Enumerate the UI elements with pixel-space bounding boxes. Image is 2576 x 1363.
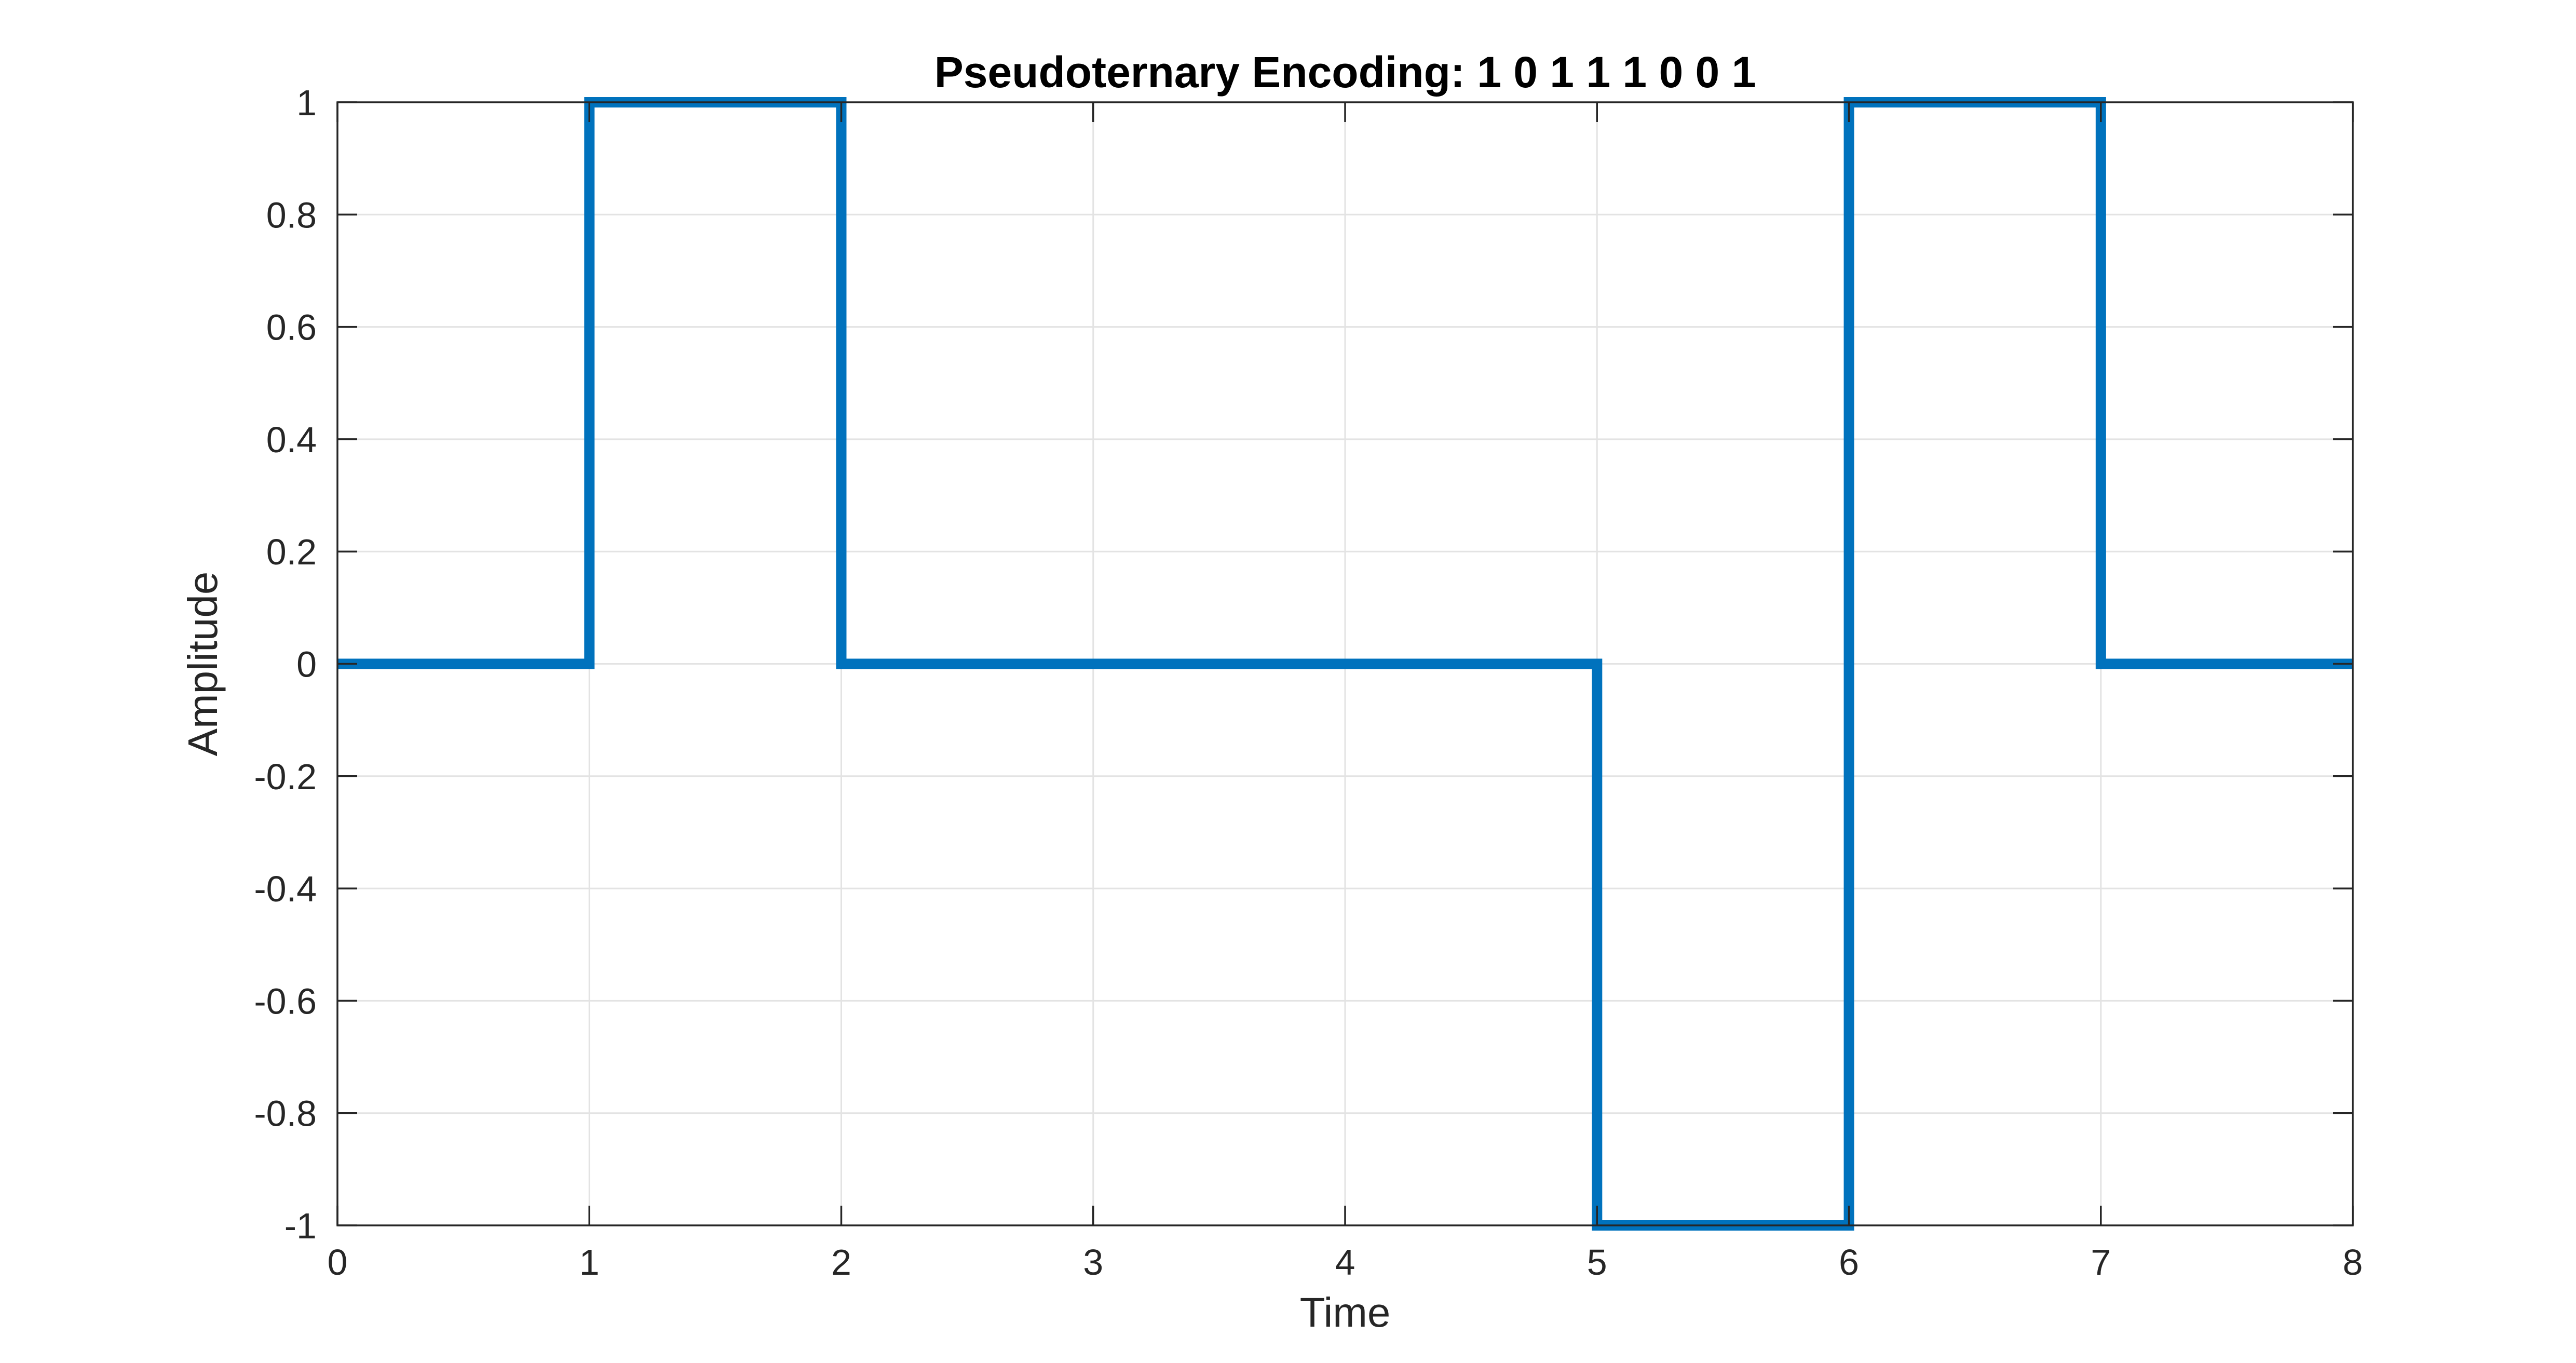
x-tick-label: 4 — [1335, 1242, 1355, 1283]
x-tick-label: 7 — [2091, 1242, 2111, 1283]
x-tick-label: 8 — [2343, 1242, 2363, 1283]
y-tick-label: -1 — [284, 1206, 317, 1246]
y-axis-title: Amplitude — [180, 572, 226, 757]
y-tick-label: -0.2 — [254, 757, 317, 797]
y-tick-label: -0.6 — [254, 981, 317, 1021]
y-tick-label: 0.2 — [266, 532, 317, 572]
tick-marks — [336, 101, 2354, 1226]
x-tick-labels: 0 1 2 3 4 5 6 7 8 — [328, 1242, 2363, 1283]
x-tick-label: 6 — [1839, 1242, 1859, 1283]
y-tick-label: 0.4 — [266, 420, 317, 460]
y-tick-label: -0.8 — [254, 1094, 317, 1134]
x-tick-label: 1 — [579, 1242, 600, 1283]
x-tick-label: 5 — [1587, 1242, 1607, 1283]
y-tick-label: 1 — [296, 83, 317, 123]
y-tick-label: 0 — [296, 644, 317, 685]
y-tick-labels: -1 -0.8 -0.6 -0.4 -0.2 0 0.2 0.4 0.6 0.8 1 — [254, 83, 317, 1246]
x-tick-label: 0 — [328, 1242, 348, 1283]
y-tick-label: 0.6 — [266, 307, 317, 348]
y-tick-label: -0.4 — [254, 869, 317, 909]
x-axis-title: Time — [1300, 1289, 1391, 1335]
x-tick-label: 3 — [1083, 1242, 1103, 1283]
x-tick-label: 2 — [831, 1242, 851, 1283]
series-layer — [337, 97, 2353, 1231]
y-tick-label: 0.8 — [266, 195, 317, 235]
series-line — [337, 97, 2353, 1231]
chart-title: Pseudoternary Encoding: 1 0 1 1 1 0 0 1 — [934, 48, 1756, 97]
